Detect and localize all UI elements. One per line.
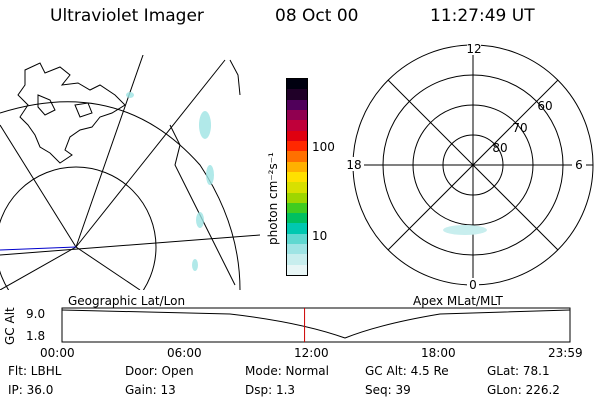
alt-plot-xtick: 12:00 — [294, 346, 329, 360]
polar-panel-label: Apex MLat/MLT — [413, 294, 503, 308]
alt-plot-ytick-bottom: 1.8 — [26, 329, 46, 343]
altitude-curve — [61, 309, 571, 339]
colorbar-swatch — [287, 264, 307, 275]
colorbar-swatch — [287, 99, 307, 110]
colorbar-swatch — [287, 171, 307, 183]
app-title: Ultraviolet Imager — [50, 6, 204, 26]
coastline — [17, 62, 126, 164]
altitude-timeline-plot — [61, 307, 571, 343]
mlt-label-6: 6 — [575, 158, 583, 172]
colorbar-swatch — [287, 254, 307, 265]
alt-plot-ytick-top: 9.0 — [26, 307, 46, 321]
colorbar-swatch — [287, 192, 307, 203]
mlt-label-18: 18 — [346, 158, 361, 172]
earth-limb — [0, 101, 241, 290]
mlat-label-60: 60 — [537, 99, 552, 113]
aurora-emission — [126, 92, 214, 271]
alt-plot-xtick: 06:00 — [167, 346, 202, 360]
ip-info: IP: 36.0 — [8, 383, 54, 397]
coastline — [74, 102, 93, 118]
mlat-label-80: 80 — [492, 141, 507, 155]
mlt-line-diag — [387, 79, 559, 251]
colorbar-swatch — [287, 233, 307, 245]
coastline — [169, 124, 236, 286]
plot-frame — [61, 307, 571, 343]
coastline — [37, 94, 56, 116]
aurora-emission — [443, 225, 487, 235]
colorbar-swatch — [287, 120, 307, 131]
colorbar-swatch — [287, 140, 307, 152]
mode-info: Mode: Normal — [245, 364, 329, 378]
meridian-line — [75, 55, 144, 248]
meridian-line — [75, 246, 141, 290]
colorbar-swatch — [287, 202, 307, 214]
glon-info: GLon: 226.2 — [487, 383, 560, 397]
colorbar-swatch — [287, 130, 307, 141]
color-scale-bar — [286, 78, 308, 276]
geographic-map — [0, 55, 260, 290]
dsp-info: Dsp: 1.3 — [245, 383, 296, 397]
alt-plot-xtick: 23:59 — [548, 346, 583, 360]
door-info: Door: Open — [125, 364, 194, 378]
observation-time: 11:27:49 UT — [430, 6, 535, 26]
geo-panel-label: Geographic Lat/Lon — [68, 294, 186, 308]
mlt-label-12: 12 — [466, 42, 481, 56]
meridian-line — [75, 59, 226, 248]
colorbar-swatch — [287, 79, 307, 90]
colorbar-swatch — [287, 213, 307, 224]
alt-plot-xtick: 00:00 — [40, 346, 75, 360]
orbit-track — [0, 246, 77, 251]
colorbar-tick-100: 100 — [312, 140, 335, 154]
glat-info: GLat: 78.1 — [487, 364, 550, 378]
seq-info: Seq: 39 — [365, 383, 411, 397]
mlt-label-0: 0 — [469, 278, 477, 292]
observation-date: 08 Oct 00 — [275, 6, 359, 26]
colorbar-tick-10: 10 — [312, 229, 328, 243]
latitude-circle — [0, 166, 157, 290]
mlat-label-70: 70 — [512, 121, 527, 135]
gc-alt-info: GC Alt: 4.5 Re — [365, 364, 449, 378]
colorbar-swatch — [287, 110, 307, 121]
colorbar-swatch — [287, 223, 307, 234]
alt-plot-xtick: 18:00 — [421, 346, 456, 360]
polar-mlat-mlt-plot: 12 18 6 0 60 70 80 — [344, 41, 594, 292]
gain-info: Gain: 13 — [125, 383, 176, 397]
colorbar-swatch — [287, 89, 307, 100]
meridian-line — [0, 234, 260, 256]
meridian-line — [0, 124, 77, 248]
colorbar-swatch — [287, 161, 307, 172]
colorbar-swatch — [287, 182, 307, 193]
colorbar-unit-label: photon cm⁻²s⁻¹ — [266, 152, 280, 245]
filter-info: Flt: LBHL — [8, 364, 62, 378]
colorbar-swatch — [287, 244, 307, 255]
coastline — [229, 59, 241, 96]
colorbar-swatch — [287, 151, 307, 162]
meridian-line — [0, 246, 77, 290]
